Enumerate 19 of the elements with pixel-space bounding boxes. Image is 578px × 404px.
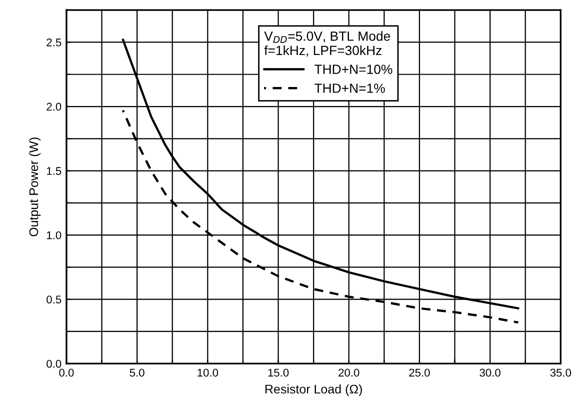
x-tick-label: 5.0: [130, 368, 144, 377]
x-tick-label: 25.0: [409, 368, 430, 377]
x-tick-label: 20.0: [338, 368, 360, 377]
x-axis-title: Resistor Load (Ω): [265, 384, 362, 396]
legend-title: V$_{DD}$=5.0V, BTL Mode f=1kHz, LPF=30kHz: [264, 31, 390, 57]
x-tick-label: 15.0: [268, 368, 289, 377]
x-tick-label: 10.0: [198, 368, 218, 377]
y-tick-label: 0.0: [46, 360, 62, 368]
y-tick-label: 2.0: [46, 102, 62, 111]
legend-label: THD+N=10%: [314, 64, 392, 74]
y-tick-label: 0.5: [46, 296, 62, 304]
x-tick-label: 0.0: [59, 368, 74, 377]
x-tick-label: 30.0: [480, 368, 500, 377]
x-tick-label: 35.0: [550, 368, 572, 377]
y-axis-title: Output Power (W): [28, 138, 41, 236]
y-tick-label: 1.0: [47, 231, 62, 240]
legend-label: THD+N=1%: [314, 84, 385, 93]
y-tick-label: 2.5: [46, 38, 62, 46]
y-tick-label: 1.5: [47, 167, 62, 175]
